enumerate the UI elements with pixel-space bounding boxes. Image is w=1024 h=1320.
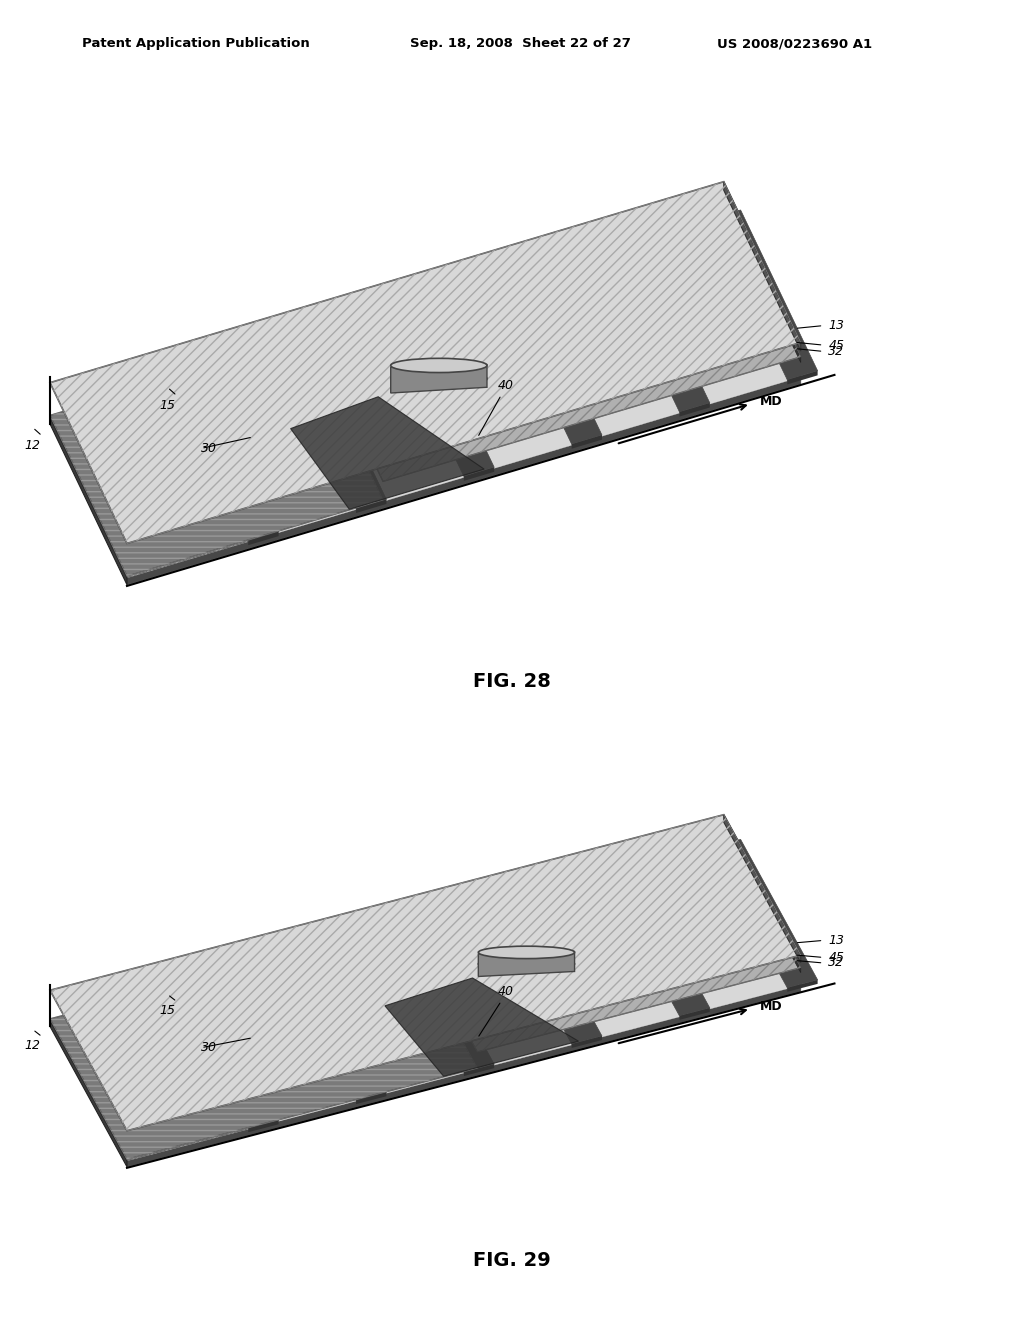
Text: 32: 32: [828, 345, 845, 358]
Polygon shape: [50, 339, 383, 576]
Text: 40: 40: [499, 985, 514, 998]
Polygon shape: [724, 197, 801, 363]
Polygon shape: [633, 220, 787, 404]
Polygon shape: [787, 979, 817, 991]
Polygon shape: [50, 216, 801, 578]
Polygon shape: [478, 952, 574, 977]
Text: 40: 40: [499, 379, 514, 392]
Polygon shape: [50, 216, 724, 424]
Polygon shape: [602, 242, 710, 412]
Polygon shape: [417, 904, 571, 1065]
Polygon shape: [724, 182, 801, 351]
Text: 15: 15: [160, 1005, 175, 1018]
Polygon shape: [309, 317, 464, 500]
Polygon shape: [387, 924, 495, 1072]
Text: 30: 30: [201, 442, 217, 455]
Polygon shape: [571, 1036, 602, 1048]
Ellipse shape: [478, 957, 574, 970]
Polygon shape: [356, 499, 386, 513]
Text: MD: MD: [761, 395, 783, 408]
Polygon shape: [248, 1121, 279, 1133]
Polygon shape: [525, 876, 680, 1038]
Polygon shape: [127, 378, 801, 585]
Polygon shape: [724, 814, 801, 962]
Polygon shape: [711, 210, 817, 380]
Text: Sep. 18, 2008  Sheet 22 of 27: Sep. 18, 2008 Sheet 22 of 27: [410, 37, 631, 50]
Text: 15: 15: [160, 399, 175, 412]
Polygon shape: [306, 197, 801, 482]
Polygon shape: [787, 371, 817, 384]
Polygon shape: [50, 1020, 127, 1167]
Text: Patent Application Publication: Patent Application Publication: [82, 37, 309, 50]
Polygon shape: [50, 845, 801, 1160]
Polygon shape: [50, 417, 127, 585]
Polygon shape: [50, 845, 724, 1027]
Polygon shape: [202, 348, 356, 533]
Polygon shape: [387, 306, 495, 477]
Polygon shape: [633, 849, 787, 1008]
Polygon shape: [171, 979, 279, 1129]
Polygon shape: [495, 895, 602, 1044]
Polygon shape: [309, 932, 464, 1093]
Polygon shape: [680, 1008, 710, 1020]
Polygon shape: [680, 403, 710, 417]
Ellipse shape: [391, 358, 487, 372]
Text: 12: 12: [25, 440, 41, 451]
Polygon shape: [291, 397, 484, 510]
Text: 13: 13: [828, 319, 845, 333]
Polygon shape: [464, 1064, 495, 1076]
Polygon shape: [391, 364, 487, 393]
Polygon shape: [525, 252, 680, 436]
Polygon shape: [202, 961, 356, 1121]
Text: 13: 13: [828, 935, 845, 946]
Polygon shape: [385, 978, 579, 1076]
Ellipse shape: [478, 946, 574, 958]
Text: 45: 45: [828, 950, 845, 964]
Polygon shape: [50, 814, 801, 1131]
Polygon shape: [171, 371, 279, 541]
Polygon shape: [50, 182, 801, 544]
Ellipse shape: [391, 371, 487, 387]
Polygon shape: [711, 840, 817, 987]
Text: MD: MD: [761, 999, 783, 1012]
Polygon shape: [280, 952, 386, 1100]
Polygon shape: [356, 1092, 386, 1104]
Text: 45: 45: [828, 339, 845, 351]
Polygon shape: [417, 285, 571, 469]
Text: FIG. 28: FIG. 28: [473, 672, 551, 690]
Text: 30: 30: [201, 1041, 217, 1055]
Polygon shape: [495, 275, 602, 444]
Polygon shape: [127, 985, 801, 1167]
Polygon shape: [464, 467, 495, 480]
Text: US 2008/0223690 A1: US 2008/0223690 A1: [717, 37, 871, 50]
Polygon shape: [50, 928, 477, 1159]
Polygon shape: [571, 436, 602, 449]
Text: 12: 12: [25, 1039, 41, 1052]
Text: FIG. 29: FIG. 29: [473, 1251, 551, 1270]
Text: 32: 32: [828, 957, 845, 969]
Polygon shape: [280, 339, 386, 508]
Polygon shape: [602, 867, 710, 1016]
Polygon shape: [400, 828, 801, 1052]
Polygon shape: [724, 828, 801, 973]
Polygon shape: [248, 532, 279, 545]
